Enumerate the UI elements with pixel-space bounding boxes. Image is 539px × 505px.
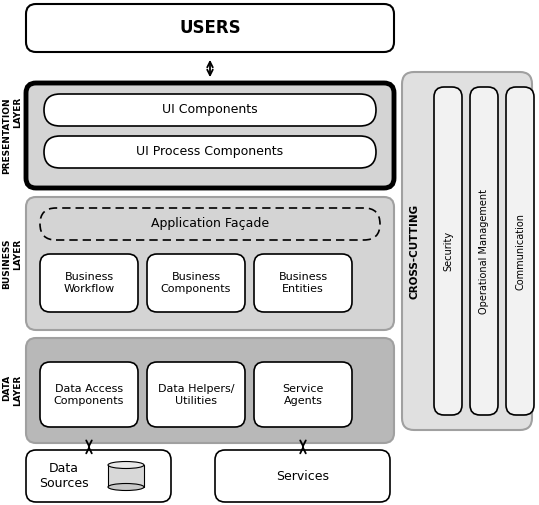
Text: Communication: Communication <box>515 213 525 289</box>
FancyBboxPatch shape <box>147 254 245 312</box>
Text: Business
Entities: Business Entities <box>279 272 328 294</box>
Text: Data Access
Components: Data Access Components <box>54 384 124 406</box>
Bar <box>108 465 144 487</box>
Text: DATA
LAYER: DATA LAYER <box>2 375 22 406</box>
FancyBboxPatch shape <box>40 208 380 240</box>
Text: Data
Sources: Data Sources <box>39 462 89 490</box>
FancyBboxPatch shape <box>434 87 462 415</box>
Text: Business
Workflow: Business Workflow <box>64 272 115 294</box>
FancyBboxPatch shape <box>506 87 534 415</box>
FancyBboxPatch shape <box>215 450 390 502</box>
FancyBboxPatch shape <box>147 362 245 427</box>
FancyBboxPatch shape <box>402 72 532 430</box>
Text: UI Process Components: UI Process Components <box>136 145 284 159</box>
FancyBboxPatch shape <box>26 4 394 52</box>
Text: Operational Management: Operational Management <box>479 188 489 314</box>
FancyBboxPatch shape <box>470 87 498 415</box>
Text: Business
Components: Business Components <box>161 272 231 294</box>
Text: Security: Security <box>443 231 453 271</box>
Text: UI Components: UI Components <box>162 104 258 117</box>
Text: Services: Services <box>276 470 329 482</box>
Ellipse shape <box>108 462 144 469</box>
Text: CROSS-CUTTING: CROSS-CUTTING <box>410 204 420 298</box>
Ellipse shape <box>108 483 144 490</box>
FancyBboxPatch shape <box>26 450 171 502</box>
Text: USERS: USERS <box>179 19 241 37</box>
FancyBboxPatch shape <box>26 338 394 443</box>
Text: Service
Agents: Service Agents <box>282 384 324 406</box>
FancyBboxPatch shape <box>40 254 138 312</box>
Text: Data Helpers/
Utilities: Data Helpers/ Utilities <box>158 384 234 406</box>
FancyBboxPatch shape <box>44 94 376 126</box>
FancyBboxPatch shape <box>254 254 352 312</box>
Text: Application Façade: Application Façade <box>151 218 269 230</box>
FancyBboxPatch shape <box>40 362 138 427</box>
Text: PRESENTATION
LAYER: PRESENTATION LAYER <box>2 97 22 174</box>
FancyBboxPatch shape <box>26 83 394 188</box>
FancyBboxPatch shape <box>26 197 394 330</box>
Text: BUSINESS
LAYER: BUSINESS LAYER <box>2 238 22 289</box>
FancyBboxPatch shape <box>254 362 352 427</box>
FancyBboxPatch shape <box>44 136 376 168</box>
